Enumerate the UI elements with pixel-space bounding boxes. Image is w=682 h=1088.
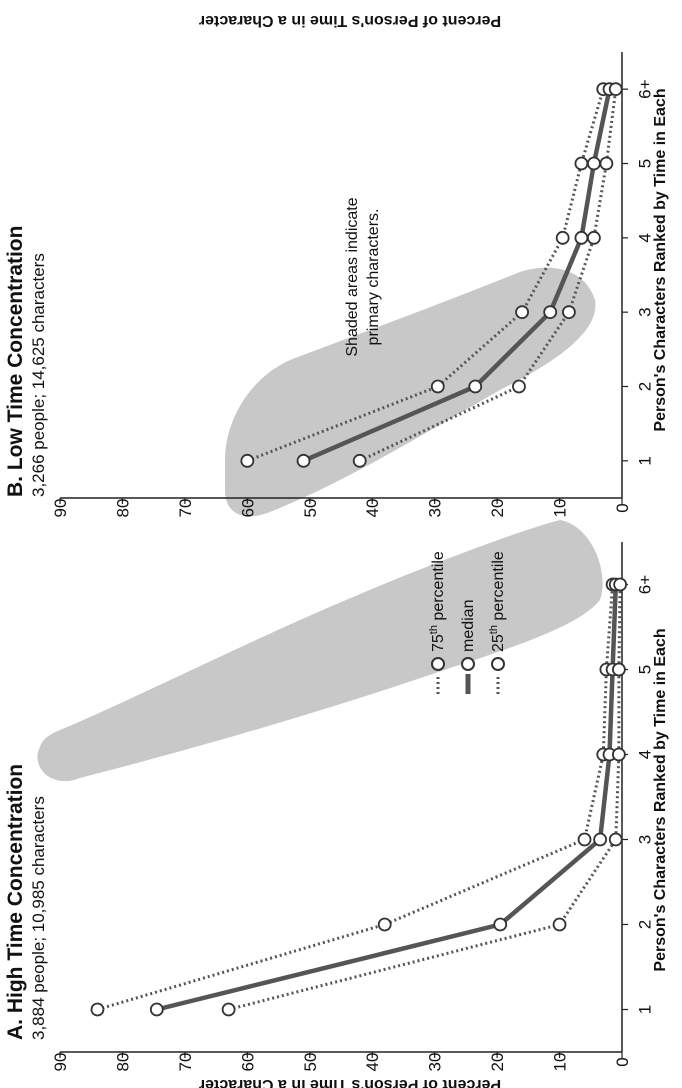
panel-b-data-point — [240, 453, 255, 468]
panel-a-value-tick-label: 60 — [238, 1053, 257, 1072]
panel-b-value-tick-label: 70 — [176, 499, 195, 518]
panel-b-data-point — [599, 156, 614, 171]
panel-a-series-p75-line — [97, 584, 615, 1011]
panel-b-subtitle: 3,266 people; 14,625 characters — [29, 253, 48, 497]
panel-b-x-axis-title: Person's Characters Ranked by Time in Ea… — [652, 88, 669, 431]
panel-b-value-tick-label: 0 — [613, 503, 632, 512]
panel-a-series-median-line — [156, 584, 619, 1012]
panel-b-data-point — [296, 453, 311, 468]
panel-a-subtitle: 3,884 people; 10,985 characters — [29, 796, 48, 1040]
panel-b-y-axis-title: Percent of Person's Time in a Character — [199, 12, 501, 29]
panel-a-series-p25-line — [228, 584, 622, 1011]
panel-a-value-tick-label: 30 — [426, 1053, 445, 1072]
panel-b-plot: 0 10 20 30 40 50 60 70 80 90 1 2 3 4 5 6+ — [51, 52, 654, 517]
panel-a-data-point — [149, 1002, 164, 1017]
panel-b-value-tick-label: 20 — [488, 499, 507, 518]
panel-b-category-tick-label: 2 — [635, 382, 654, 391]
panel-a-data-point — [613, 577, 628, 592]
panel-b-data-point — [512, 379, 526, 394]
panel-a-shaded-area — [37, 520, 603, 782]
panel-b-data-point — [587, 156, 601, 171]
panel-a-value-tick-label: 40 — [363, 1053, 382, 1072]
panel-a-data-point — [593, 832, 608, 847]
panel-a-category-tick-label: 6+ — [635, 575, 654, 594]
panel-b-data-point — [555, 230, 570, 245]
panel-b-category-tick-label: 6+ — [635, 79, 654, 98]
panel-a-category-tick-label: 1 — [635, 1005, 654, 1014]
panel-a-data-point — [221, 1002, 236, 1017]
panel-a-plot: 0 10 20 30 40 50 60 70 80 90 1 2 3 4 5 6+ — [51, 542, 654, 1071]
panel-a-data-point — [577, 832, 592, 847]
legend-item-25th: 25th percentile — [488, 551, 507, 694]
panel-b-data-point — [574, 230, 589, 245]
panel-a-data-point — [377, 917, 392, 932]
panel-b-category-tick-label: 3 — [635, 307, 654, 316]
panel-b-data-point — [430, 379, 445, 394]
legend-item-median: median — [460, 600, 477, 694]
panel-b-title: B. Low Time Concentration — [4, 226, 27, 497]
panel-a-data-point — [608, 832, 623, 847]
panel-b-value-tick-label: 50 — [301, 499, 320, 518]
panel-b-data-point — [543, 305, 558, 320]
panel-a-x-axis-title: Person's Characters Ranked by Time in Ea… — [652, 628, 669, 971]
panel-a-data-point — [90, 1002, 105, 1017]
panel-a-value-tick-label: 70 — [176, 1053, 195, 1072]
panel-a-value-tick-label: 10 — [551, 1053, 570, 1072]
panel-b-value-tick-label: 60 — [238, 499, 257, 518]
panel-a-category-tick-label: 3 — [635, 835, 654, 844]
panel-a-value-tick-label: 80 — [113, 1053, 132, 1072]
panel-b-data-point — [468, 379, 483, 394]
panel-b-category-tick-label: 1 — [635, 456, 654, 465]
panel-b-data-point — [562, 305, 576, 320]
panel-a-value-tick-label: 90 — [51, 1053, 70, 1072]
panel-a-value-tick-label: 0 — [613, 1057, 632, 1066]
legend: 75th percentile median 25th percentile — [428, 551, 507, 694]
panel-a-category-tick-label: 4 — [635, 750, 654, 759]
panel-b-series-median-line — [302, 88, 612, 463]
panel-b-value-tick-label: 10 — [551, 499, 570, 518]
panel-a: 0 10 20 30 40 50 60 70 80 90 1 2 3 4 5 6+ A. High Time … — [4, 520, 669, 1088]
panel-a-title: A. High Time Concentration — [4, 764, 27, 1040]
panel-b: 0 10 20 30 40 50 60 70 80 90 1 2 3 4 5 6+ B. Low Time C… — [4, 12, 669, 517]
panel-b-value-tick-label: 30 — [426, 499, 445, 518]
panel-b-data-point — [574, 156, 589, 171]
panel-a-category-tick-label: 2 — [635, 920, 654, 929]
panel-b-annotation-line1: Shaded areas indicate — [344, 197, 361, 356]
panel-b-data-point — [515, 305, 529, 320]
panel-a-category-tick-label: 5 — [635, 665, 654, 674]
panel-b-series-p25-line — [359, 89, 618, 463]
legend-label-25th: 25th percentile — [488, 551, 507, 652]
panel-b-value-tick-label: 40 — [363, 499, 382, 518]
panel-b-value-tick-label: 80 — [113, 499, 132, 518]
panel-b-data-point — [608, 82, 623, 97]
panel-a-data-point — [611, 662, 626, 677]
panel-b-value-tick-label: 90 — [51, 499, 70, 518]
legend-label-median: median — [460, 600, 477, 652]
panel-b-series-p75-line — [246, 88, 605, 463]
panel-a-data-point — [611, 747, 626, 762]
panel-a-value-tick-label: 20 — [488, 1053, 507, 1072]
panel-b-data-point — [352, 453, 367, 468]
panel-b-category-tick-label: 5 — [635, 159, 654, 168]
panel-b-data-point — [587, 230, 601, 245]
panel-b-category-tick-label: 4 — [635, 233, 654, 242]
panel-a-data-point — [493, 917, 508, 932]
panel-a-value-tick-label: 50 — [301, 1053, 320, 1072]
panel-b-annotation-line2: primary characters. — [365, 209, 382, 346]
legend-label-75th: 75th percentile — [428, 551, 447, 652]
legend-item-75th: 75th percentile — [428, 551, 447, 694]
panel-a-data-point — [552, 917, 567, 932]
panel-b-shaded-area — [225, 267, 596, 517]
panel-a-y-axis-title: Percent of Person's Time in a Character — [199, 1076, 501, 1088]
